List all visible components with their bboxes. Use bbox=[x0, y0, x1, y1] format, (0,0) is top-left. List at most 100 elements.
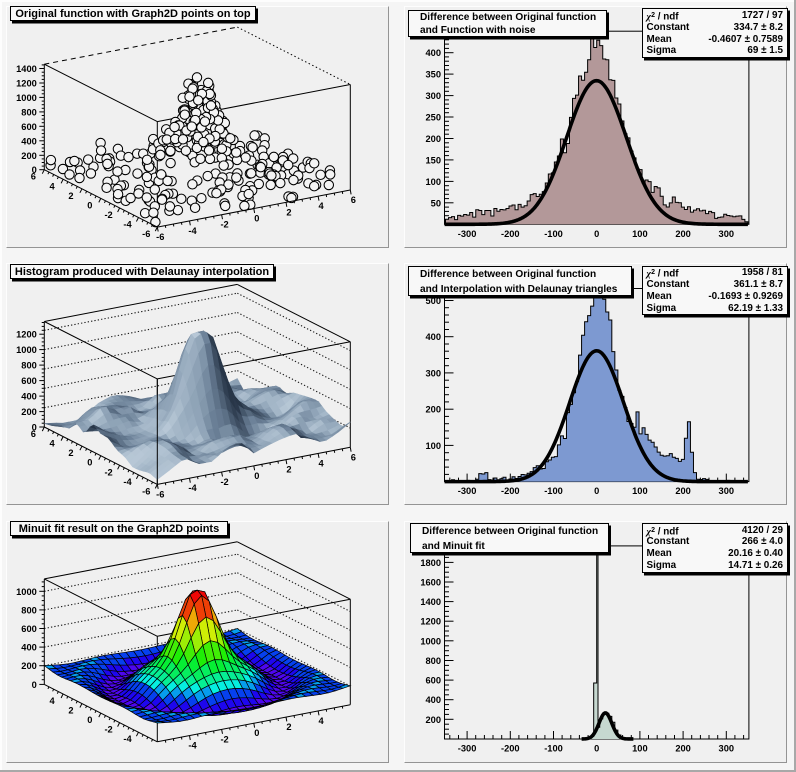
svg-text:1000: 1000 bbox=[16, 93, 37, 103]
svg-text:0: 0 bbox=[254, 471, 259, 481]
svg-text:-2: -2 bbox=[220, 734, 228, 744]
svg-text:-4: -4 bbox=[123, 220, 132, 230]
svg-text:-2: -2 bbox=[104, 210, 112, 220]
svg-text:4: 4 bbox=[319, 716, 325, 726]
svg-text:-2: -2 bbox=[104, 725, 112, 735]
svg-text:-4: -4 bbox=[123, 477, 132, 487]
svg-text:2: 2 bbox=[286, 207, 291, 217]
svg-text:400: 400 bbox=[425, 332, 441, 342]
svg-text:150: 150 bbox=[425, 155, 441, 165]
svg-text:300: 300 bbox=[425, 91, 441, 101]
svg-text:-4: -4 bbox=[123, 734, 132, 744]
svg-text:50: 50 bbox=[431, 198, 441, 208]
svg-text:400: 400 bbox=[425, 695, 441, 705]
svg-text:0: 0 bbox=[254, 728, 259, 738]
svg-text:2: 2 bbox=[68, 191, 73, 201]
svg-text:-200: -200 bbox=[501, 229, 520, 239]
svg-text:2: 2 bbox=[286, 722, 291, 732]
svg-text:100: 100 bbox=[632, 486, 648, 496]
svg-text:-4: -4 bbox=[188, 226, 197, 236]
svg-text:-300: -300 bbox=[458, 486, 477, 496]
svg-text:350: 350 bbox=[425, 70, 441, 80]
svg-text:800: 800 bbox=[21, 605, 37, 615]
svg-text:-200: -200 bbox=[501, 744, 520, 754]
svg-text:1400: 1400 bbox=[16, 64, 37, 74]
svg-text:-300: -300 bbox=[458, 229, 477, 239]
svg-text:400: 400 bbox=[425, 48, 441, 58]
svg-text:1200: 1200 bbox=[16, 330, 37, 340]
svg-text:200: 200 bbox=[675, 744, 691, 754]
svg-text:2: 2 bbox=[68, 448, 73, 458]
svg-text:0: 0 bbox=[594, 486, 599, 496]
svg-text:2: 2 bbox=[286, 465, 291, 475]
svg-text:0: 0 bbox=[32, 680, 37, 690]
svg-text:200: 200 bbox=[425, 134, 441, 144]
svg-text:4: 4 bbox=[50, 439, 56, 449]
svg-text:0: 0 bbox=[87, 200, 92, 210]
svg-text:600: 600 bbox=[21, 122, 37, 132]
svg-text:400: 400 bbox=[21, 643, 37, 653]
svg-text:6: 6 bbox=[31, 172, 36, 182]
svg-text:200: 200 bbox=[21, 661, 37, 671]
svg-text:4: 4 bbox=[319, 201, 325, 211]
svg-text:400: 400 bbox=[21, 392, 37, 402]
svg-text:0: 0 bbox=[594, 229, 599, 239]
svg-text:1200: 1200 bbox=[16, 79, 37, 89]
svg-text:1200: 1200 bbox=[420, 617, 441, 627]
svg-text:300: 300 bbox=[719, 744, 735, 754]
svg-text:0: 0 bbox=[254, 214, 259, 224]
svg-text:200: 200 bbox=[425, 405, 441, 415]
svg-text:-6: -6 bbox=[156, 489, 164, 499]
svg-text:200: 200 bbox=[21, 151, 37, 161]
svg-text:-2: -2 bbox=[220, 477, 228, 487]
svg-text:2: 2 bbox=[68, 706, 73, 716]
svg-text:6: 6 bbox=[351, 452, 356, 462]
svg-text:400: 400 bbox=[21, 136, 37, 146]
svg-text:200: 200 bbox=[675, 229, 691, 239]
svg-text:4: 4 bbox=[319, 459, 325, 469]
svg-text:250: 250 bbox=[425, 113, 441, 123]
svg-text:100: 100 bbox=[425, 177, 441, 187]
svg-text:-2: -2 bbox=[220, 220, 228, 230]
svg-text:200: 200 bbox=[425, 715, 441, 725]
svg-text:100: 100 bbox=[632, 744, 648, 754]
svg-text:600: 600 bbox=[425, 676, 441, 686]
svg-text:600: 600 bbox=[21, 376, 37, 386]
svg-text:200: 200 bbox=[675, 486, 691, 496]
svg-text:6: 6 bbox=[31, 429, 36, 439]
svg-text:300: 300 bbox=[719, 486, 735, 496]
svg-text:-6: -6 bbox=[142, 229, 150, 239]
svg-text:600: 600 bbox=[21, 624, 37, 634]
svg-text:-100: -100 bbox=[544, 744, 563, 754]
svg-text:300: 300 bbox=[719, 229, 735, 239]
svg-text:100: 100 bbox=[632, 229, 648, 239]
svg-text:800: 800 bbox=[21, 107, 37, 117]
svg-text:1600: 1600 bbox=[420, 578, 441, 588]
svg-text:0: 0 bbox=[32, 165, 37, 175]
svg-text:-6: -6 bbox=[142, 486, 150, 496]
svg-text:-300: -300 bbox=[458, 744, 477, 754]
svg-text:4: 4 bbox=[50, 181, 56, 191]
svg-text:0: 0 bbox=[32, 423, 37, 433]
svg-text:0: 0 bbox=[594, 744, 599, 754]
svg-text:1800: 1800 bbox=[420, 558, 441, 568]
svg-text:0: 0 bbox=[87, 715, 92, 725]
svg-text:0: 0 bbox=[87, 458, 92, 468]
svg-text:800: 800 bbox=[425, 656, 441, 666]
svg-text:-200: -200 bbox=[501, 486, 520, 496]
svg-text:100: 100 bbox=[425, 441, 441, 451]
svg-text:1000: 1000 bbox=[16, 587, 37, 597]
svg-text:1400: 1400 bbox=[420, 597, 441, 607]
svg-text:4: 4 bbox=[50, 696, 56, 706]
svg-text:500: 500 bbox=[425, 296, 441, 306]
svg-text:-100: -100 bbox=[544, 486, 563, 496]
svg-text:-100: -100 bbox=[544, 229, 563, 239]
svg-text:1000: 1000 bbox=[420, 636, 441, 646]
svg-text:-6: -6 bbox=[156, 232, 164, 242]
svg-text:800: 800 bbox=[21, 361, 37, 371]
svg-text:6: 6 bbox=[351, 195, 356, 205]
svg-text:200: 200 bbox=[21, 407, 37, 417]
svg-text:-4: -4 bbox=[188, 741, 197, 751]
svg-text:300: 300 bbox=[425, 368, 441, 378]
svg-text:1000: 1000 bbox=[16, 345, 37, 355]
